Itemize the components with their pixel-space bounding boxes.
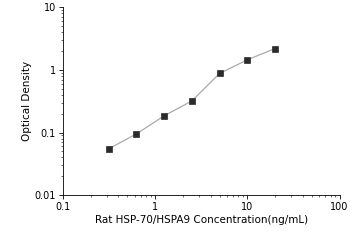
Y-axis label: Optical Density: Optical Density [22, 61, 32, 141]
X-axis label: Rat HSP-70/HSPA9 Concentration(ng/mL): Rat HSP-70/HSPA9 Concentration(ng/mL) [95, 215, 308, 225]
